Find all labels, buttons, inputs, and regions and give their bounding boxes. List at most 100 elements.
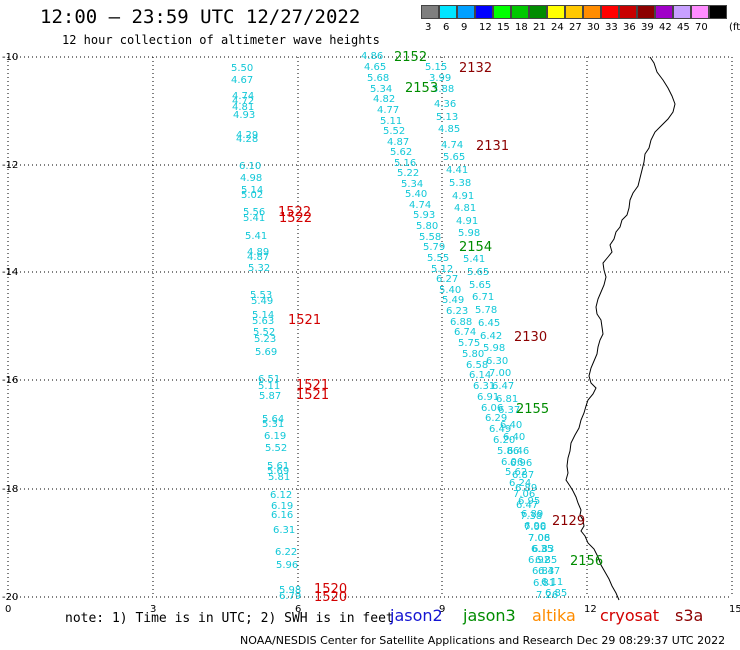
swh-value: 5.11 <box>258 381 280 392</box>
swh-value: 4.77 <box>377 105 399 116</box>
pass-number-jason3: 2153 <box>405 81 438 96</box>
y-tick-label: -12 <box>2 160 18 171</box>
legend-swatch <box>511 5 529 19</box>
swh-value: 4.86 <box>361 51 383 62</box>
swh-value: 6.89 <box>515 483 537 494</box>
swh-value: 6.87 <box>512 470 534 481</box>
swh-value: 5.68 <box>367 73 389 84</box>
swh-value: 5.52 <box>253 327 275 338</box>
swh-value: 6.31 <box>273 525 295 536</box>
x-tick-label: 3 <box>150 604 156 615</box>
x-tick-label: 12 <box>584 604 597 615</box>
swh-value: 5.49 <box>251 296 273 307</box>
legend-swatch <box>619 5 637 19</box>
sat-label-cryosat: cryosat <box>600 606 660 625</box>
legend-label: 24 <box>551 22 564 33</box>
swh-value: 6.81 <box>496 394 518 405</box>
x-tick-label: 9 <box>439 604 445 615</box>
swh-value: 5.65 <box>469 280 491 291</box>
swh-value: 5.49 <box>442 295 464 306</box>
pass-number-jason3: 2152 <box>394 50 427 65</box>
swh-value: 5.56 <box>243 207 265 218</box>
swh-value: 4.72 <box>232 96 254 107</box>
swh-value: 5.98 <box>279 585 301 596</box>
swh-value: 5.55 <box>427 253 449 264</box>
swh-value: 6.42 <box>480 331 502 342</box>
swh-value: 6.35 <box>531 544 553 555</box>
legend-label: 30 <box>587 22 600 33</box>
swh-value: 6.40 <box>503 432 525 443</box>
swh-value: 6.37 <box>498 405 520 416</box>
swh-value: 6.96 <box>510 458 532 469</box>
swh-value: 5.52 <box>265 443 287 454</box>
swh-value: 6.58 <box>466 360 488 371</box>
swh-value: 5.34 <box>370 84 392 95</box>
swh-value: 5.63 <box>252 316 274 327</box>
swh-value: 5.98 <box>458 228 480 239</box>
legend-label: 42 <box>659 22 672 33</box>
swh-value: 4.74 <box>409 200 431 211</box>
pass-number-s3a: 2132 <box>459 61 492 76</box>
pass-number-cryosat: 1521 <box>288 313 321 328</box>
swh-value: 6.90 <box>524 521 546 532</box>
y-tick-label: -10 <box>2 52 18 63</box>
swh-value: 6.47 <box>492 381 514 392</box>
swh-value: 6.85 <box>545 588 567 599</box>
legend-swatch <box>493 5 511 19</box>
swh-value: 5.58 <box>419 232 441 243</box>
swh-value: 5.41 <box>243 213 265 224</box>
pass-number-jason3: 2156 <box>570 554 603 569</box>
y-tick-label: -20 <box>2 592 18 603</box>
pass-number-jason3: 2155 <box>516 402 549 417</box>
legend-label: 12 <box>479 22 492 33</box>
x-tick-label: 6 <box>295 604 301 615</box>
swh-value: 3.88 <box>432 84 454 95</box>
swh-value: 7.06 <box>524 522 546 533</box>
swh-value: 5.40 <box>439 285 461 296</box>
swh-value: 4.91 <box>456 216 478 227</box>
swh-value: 6.22 <box>275 547 297 558</box>
swh-value: 5.87 <box>259 391 281 402</box>
swh-value: 5.14 <box>241 185 263 196</box>
swh-value: 6.40 <box>500 420 522 431</box>
swh-value: 5.23 <box>254 334 276 345</box>
swh-value: 5.11 <box>380 116 402 127</box>
legend-swatch <box>439 5 457 19</box>
swh-value: 4.85 <box>438 124 460 135</box>
legend-label: 70 <box>695 22 708 33</box>
swh-value: 4.29 <box>236 130 258 141</box>
swh-value: 4.82 <box>373 94 395 105</box>
swh-value: 5.96 <box>276 560 298 571</box>
swh-value: 5.50 <box>231 63 253 74</box>
swh-value: 4.67 <box>231 75 253 86</box>
swh-value: 5.93 <box>413 210 435 221</box>
legend-unit: (ft) <box>729 22 740 33</box>
swh-value: 4.87 <box>247 252 269 263</box>
swh-value: 5.80 <box>416 221 438 232</box>
swh-value: 5.02 <box>241 190 263 201</box>
legend-label: 9 <box>461 22 468 33</box>
swh-value: 7.08 <box>528 533 550 544</box>
legend-swatch <box>475 5 493 19</box>
swh-value: 5.12 <box>431 264 453 275</box>
pass-number-jason3: 2154 <box>459 240 492 255</box>
pass-number-s3a: 2131 <box>476 139 509 154</box>
swh-value: 5.65 <box>443 152 465 163</box>
swh-value: 6.06 <box>481 403 503 414</box>
swh-value: 5.79 <box>423 242 445 253</box>
legend-swatch <box>709 5 727 19</box>
y-tick-label: -16 <box>2 375 18 386</box>
swh-value: 6.83 <box>532 566 554 577</box>
swh-value: 5.41 <box>463 254 485 265</box>
x-tick-label: 15 <box>729 604 740 615</box>
swh-value: 5.16 <box>394 158 416 169</box>
legend-swatch <box>565 5 583 19</box>
swh-value: 5.65 <box>467 267 489 278</box>
swh-value: 5.64 <box>262 414 284 425</box>
swh-value: 6.14 <box>469 370 491 381</box>
swh-value: 6.11 <box>541 577 563 588</box>
swh-value: 7.26 <box>536 590 558 601</box>
page-subtitle: 12 hour collection of altimeter wave hei… <box>62 33 380 47</box>
swh-value: 6.12 <box>270 490 292 501</box>
